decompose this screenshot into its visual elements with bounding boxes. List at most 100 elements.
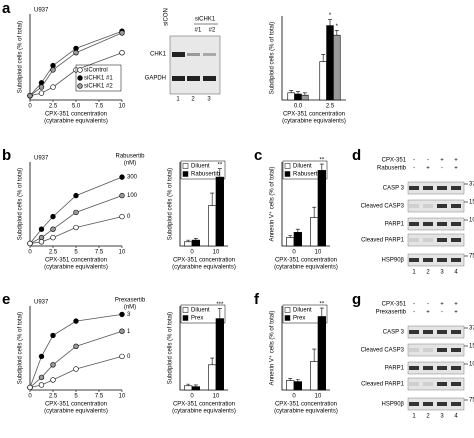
- band: [409, 238, 419, 242]
- lane-label: 3: [440, 414, 444, 420]
- bar: [215, 176, 224, 247]
- band: [409, 222, 419, 226]
- marker-label: 100: [469, 218, 474, 224]
- x-tick-label: 2.5: [49, 394, 58, 400]
- bar: [191, 239, 200, 247]
- series-line: [29, 330, 123, 388]
- point: [73, 209, 79, 216]
- bar: [184, 385, 193, 391]
- treatment-label: CPX-351: [382, 302, 407, 308]
- blot-row-label: Cleaved CASP3: [361, 204, 405, 210]
- error-bar: [210, 357, 215, 365]
- legend-label: Prex: [293, 316, 305, 322]
- bar: [333, 34, 341, 101]
- x-axis-label: CPX-351 concentration: [45, 112, 107, 118]
- error-bar: [312, 348, 317, 362]
- treatment-sign: +: [454, 310, 458, 316]
- x-tick-label: 0: [28, 394, 32, 400]
- x-tick-label: 5: [74, 394, 78, 400]
- error-bar: [186, 383, 191, 386]
- error-bar: [296, 91, 300, 94]
- x-axis-label: CPX-351 concentration: [283, 112, 345, 118]
- x-tick-label: 0: [190, 394, 194, 400]
- point: [73, 343, 79, 350]
- marker-label: 37: [469, 182, 474, 188]
- treatment-label: Rabusertib: [377, 166, 407, 172]
- legend-title: Prexasertib: [115, 298, 146, 304]
- band: [409, 382, 419, 386]
- band: [409, 348, 419, 352]
- blot-header: #2: [209, 28, 216, 34]
- treatment-sign: -: [413, 166, 415, 172]
- bar: [326, 25, 334, 101]
- error-bar: [288, 235, 293, 238]
- band: [451, 366, 461, 370]
- legend-box: [75, 64, 122, 92]
- point: [73, 366, 79, 372]
- blot-header: siCON: [164, 8, 170, 26]
- band: [423, 382, 433, 386]
- band: [423, 238, 433, 242]
- x-tick-label: 10: [119, 104, 126, 110]
- series-label: 1: [127, 329, 131, 335]
- band: [451, 382, 461, 386]
- x-axis-label: (cytarabine equivalents): [274, 409, 338, 415]
- lane-label: 3: [207, 97, 211, 103]
- chart-title: U937: [34, 300, 49, 306]
- x-axis-label: CPX-351 concentration: [45, 402, 107, 408]
- point: [50, 362, 56, 368]
- axes: [29, 162, 122, 247]
- band: [437, 204, 447, 208]
- lane-label: 2: [426, 270, 430, 276]
- x-tick-label: 10: [119, 250, 126, 256]
- legend-label: siControl: [84, 68, 108, 74]
- treatment-sign: +: [426, 310, 430, 316]
- error-bar: [334, 30, 339, 36]
- treatment-sign: +: [426, 166, 430, 172]
- significance: **: [218, 162, 223, 168]
- point: [119, 192, 125, 199]
- band: [451, 348, 461, 352]
- point: [50, 226, 56, 232]
- bar: [215, 318, 224, 391]
- blot-strip: [407, 253, 465, 267]
- error-bar: [193, 238, 198, 241]
- treatment-sign: -: [427, 158, 429, 164]
- band: [423, 366, 433, 370]
- band: [423, 222, 433, 226]
- bar: [293, 232, 302, 247]
- blot-membrane: [169, 35, 221, 95]
- band: [451, 222, 461, 226]
- point: [38, 374, 45, 381]
- legend-label: Prex: [191, 316, 203, 322]
- legend-box: [180, 160, 226, 180]
- bar: [317, 316, 326, 391]
- legend-swatch: [284, 315, 291, 321]
- error-bar: [312, 206, 317, 218]
- series-label: 100: [127, 193, 138, 199]
- blot-row-label: PARP1: [385, 366, 405, 372]
- significance: **: [320, 302, 325, 308]
- legend-label: siCHK1 #2: [84, 84, 113, 90]
- x-axis-label: CPX-351 concentration: [45, 258, 107, 264]
- x-axis-label: (cytarabine equivalents): [274, 265, 338, 271]
- lane-label: 4: [454, 414, 458, 420]
- legend-label: Diluent: [191, 308, 210, 314]
- bar: [294, 93, 302, 101]
- significance: *: [336, 24, 339, 30]
- error-bar: [295, 379, 300, 382]
- point: [50, 213, 56, 220]
- bar: [293, 381, 302, 391]
- point: [27, 92, 33, 99]
- series-label: 0: [127, 214, 131, 220]
- band: [187, 76, 200, 81]
- band: [437, 382, 447, 386]
- band: [409, 366, 419, 370]
- band: [451, 238, 461, 242]
- band: [203, 53, 216, 56]
- marker-label: 37: [469, 326, 474, 332]
- x-tick-label: 0: [292, 250, 296, 256]
- point: [119, 49, 125, 56]
- blot-strip: [407, 361, 465, 375]
- x-tick-label: 2.5: [326, 104, 335, 110]
